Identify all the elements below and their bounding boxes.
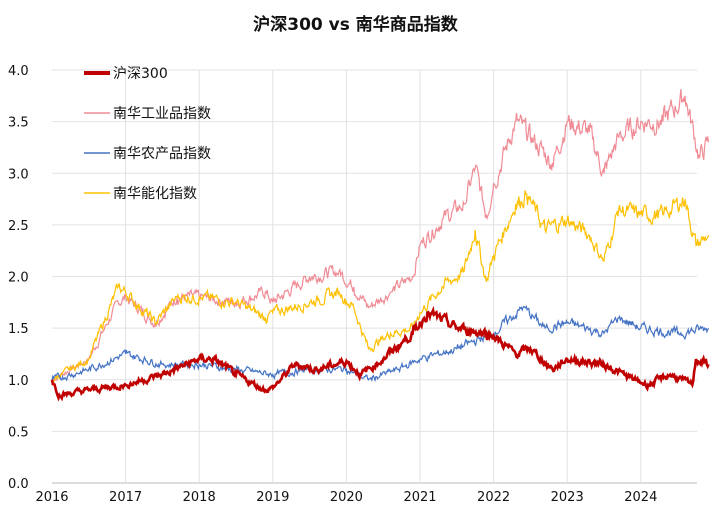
series-line-0 <box>50 305 710 402</box>
legend-label: 沪深300 <box>113 66 168 82</box>
y-tick-label: 2.0 <box>8 271 29 286</box>
x-tick-label: 2023 <box>551 490 584 505</box>
y-tick-label: 2.5 <box>8 219 29 234</box>
x-tick-label: 2019 <box>256 490 289 505</box>
x-tick-label: 2020 <box>330 490 363 505</box>
x-tick-label: 2017 <box>109 490 142 505</box>
series-line-3 <box>51 190 710 383</box>
series-line-1 <box>51 89 710 382</box>
series-line-2 <box>51 305 710 383</box>
x-tick-label: 2024 <box>624 490 657 505</box>
y-tick-label: 3.0 <box>8 167 29 182</box>
x-tick-label: 2021 <box>403 490 436 505</box>
legend-label: 南华农产品指数 <box>113 146 211 162</box>
y-tick-label: 4.0 <box>8 64 29 79</box>
chart-title: 沪深300 vs 南华商品指数 <box>253 15 458 35</box>
y-tick-label: 0.5 <box>8 425 29 440</box>
y-tick-label: 1.0 <box>8 374 29 389</box>
legend-label: 南华工业品指数 <box>113 106 211 122</box>
y-tick-label: 3.5 <box>8 116 29 131</box>
x-tick-label: 2016 <box>35 490 68 505</box>
legend-label: 南华能化指数 <box>113 186 197 202</box>
y-tick-label: 0.0 <box>8 477 29 492</box>
x-tick-label: 2018 <box>183 490 216 505</box>
y-tick-label: 1.5 <box>8 322 29 337</box>
x-tick-label: 2022 <box>477 490 510 505</box>
